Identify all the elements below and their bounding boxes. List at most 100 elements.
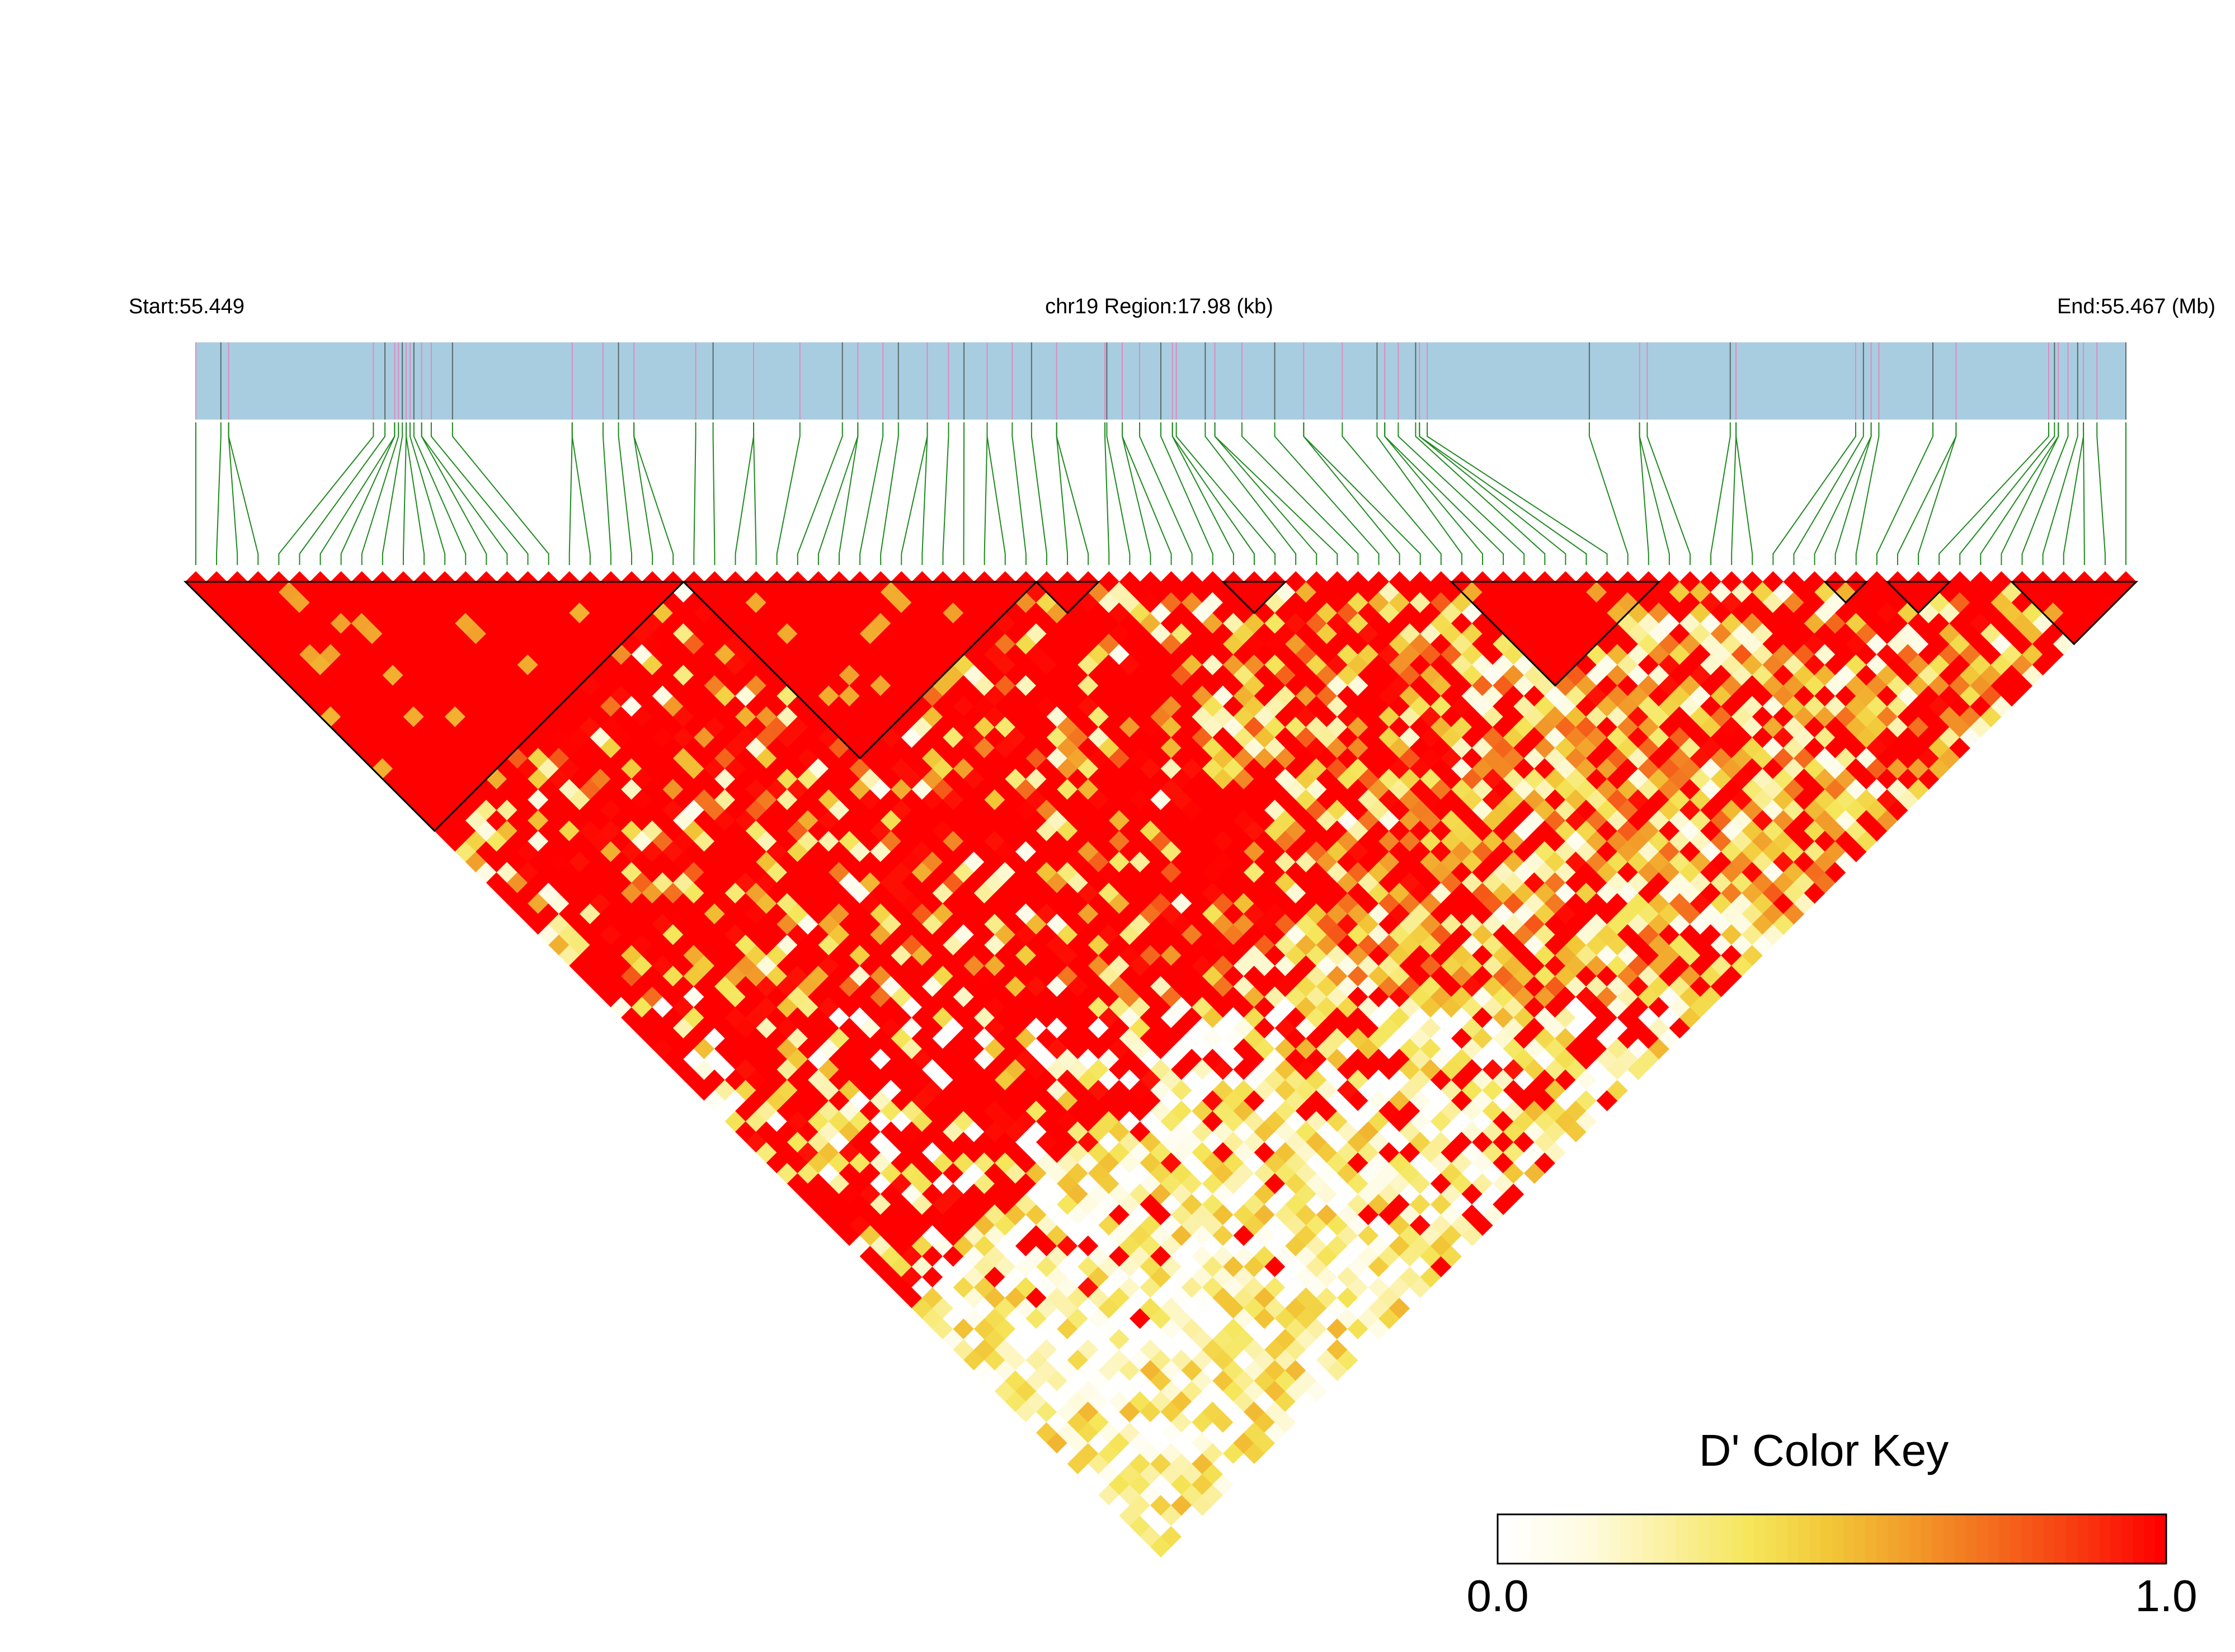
color-key-step: [1642, 1514, 1654, 1564]
snp-connector: [421, 422, 487, 565]
color-key-step: [1698, 1514, 1710, 1564]
color-key-step: [2043, 1514, 2055, 1564]
region-end-label: End:55.467 (Mb): [2057, 295, 2215, 318]
color-key-step: [1776, 1514, 1788, 1564]
color-key-step: [1553, 1514, 1565, 1564]
snp-connector: [1918, 422, 1957, 565]
color-key-step: [1653, 1514, 1665, 1564]
color-key-min-label: 0.0: [1466, 1571, 1528, 1621]
color-key-step: [2077, 1514, 2089, 1564]
snp-connector: [421, 422, 508, 565]
ld-matrix-cells: [185, 571, 2137, 1557]
snp-connector: [278, 422, 374, 565]
region-start-label: Start:55.449: [129, 295, 244, 318]
snp-connector: [1398, 422, 1525, 565]
snp-connector: [1175, 422, 1276, 565]
snp-connector: [633, 422, 674, 565]
snp-connector: [1427, 422, 1608, 565]
snp-connector: [1731, 422, 1737, 565]
snp-connector: [568, 422, 573, 565]
snp-connector: [712, 422, 716, 565]
color-key-step: [1731, 1514, 1744, 1564]
snp-connector: [735, 422, 755, 565]
color-key-step: [1832, 1514, 1844, 1564]
snp-connector: [413, 422, 467, 565]
color-key-step: [1587, 1514, 1599, 1564]
color-key-step: [1888, 1514, 1899, 1564]
color-key-step: [1820, 1514, 1833, 1564]
snp-connector: [2083, 422, 2085, 565]
snp-connector: [406, 422, 425, 565]
color-key-step: [1508, 1514, 1521, 1564]
snp-connector: [1980, 422, 2059, 565]
snp-connector: [1897, 422, 1957, 565]
color-key: D' Color Key 0.0 1.0: [1466, 1425, 2197, 1621]
color-key-step: [1631, 1514, 1643, 1564]
color-key-step: [1687, 1514, 1699, 1564]
color-key-step: [1542, 1514, 1554, 1564]
snp-connector: [1419, 422, 1587, 565]
color-key-step: [2144, 1514, 2156, 1564]
snp-connector: [1139, 422, 1193, 565]
snp-connector: [986, 422, 1006, 565]
color-key-step: [1899, 1514, 1911, 1564]
snp-connector: [1415, 422, 1546, 565]
color-key-step: [1598, 1514, 1610, 1564]
snp-connector: [1106, 422, 1131, 565]
snp-connector: [1814, 422, 1872, 565]
color-key-max-label: 1.0: [2135, 1571, 2197, 1621]
region-title-label: chr19 Region:17.98 (kb): [1045, 295, 1273, 318]
color-key-step: [2010, 1514, 2022, 1564]
snp-connector: [901, 422, 928, 565]
snp-connector: [451, 422, 549, 565]
snp-connector: [1735, 422, 1753, 565]
color-key-step: [1943, 1514, 1955, 1564]
snp-connector: [409, 422, 446, 565]
snp-connector: [1793, 422, 1864, 565]
color-key-step: [1865, 1514, 1878, 1564]
color-key-step: [1954, 1514, 1966, 1564]
snp-connector: [228, 422, 259, 565]
snp-connector: [1056, 422, 1089, 565]
color-key-step: [1854, 1514, 1866, 1564]
color-key-step: [1709, 1514, 1721, 1564]
snp-connector: [984, 422, 988, 565]
snp-connector: [839, 422, 859, 565]
snp-connector: [1031, 422, 1047, 565]
color-key-step: [2065, 1514, 2078, 1564]
snp-connector: [2001, 422, 2059, 565]
color-key-step: [1909, 1514, 1922, 1564]
snp-connector: [1384, 422, 1504, 565]
color-key-step: [1787, 1514, 1799, 1564]
color-key-step: [1965, 1514, 1978, 1564]
color-key-step: [1664, 1514, 1677, 1564]
snp-connector: [880, 422, 899, 565]
snp-connector: [1241, 422, 1359, 565]
color-key-step: [2133, 1514, 2145, 1564]
snp-connector: [361, 422, 399, 565]
snp-connector: [299, 422, 386, 565]
snp-connector: [753, 422, 757, 565]
color-key-step: [2155, 1514, 2167, 1564]
snp-connector: [2063, 422, 2085, 565]
color-key-step: [1498, 1514, 1509, 1564]
color-key-step: [2110, 1514, 2123, 1564]
snp-connector: [1104, 422, 1110, 565]
color-key-step: [1843, 1514, 1855, 1564]
color-key-step: [1564, 1514, 1577, 1564]
snp-connector: [1710, 422, 1731, 565]
color-key-step: [1765, 1514, 1777, 1564]
snp-connector: [1303, 422, 1400, 565]
snp-connector: [1588, 422, 1629, 565]
color-key-step: [2021, 1514, 2033, 1564]
color-key-step: [1743, 1514, 1755, 1564]
snp-connector: [942, 422, 949, 565]
color-key-step: [2088, 1514, 2100, 1564]
snp-connector: [1376, 422, 1462, 565]
snp-connector: [216, 422, 222, 565]
color-key-step: [2099, 1514, 2111, 1564]
snp-connector: [693, 422, 697, 565]
snp-connector: [817, 422, 859, 565]
snp-connector: [1214, 422, 1338, 565]
snp-connector: [1342, 422, 1442, 565]
